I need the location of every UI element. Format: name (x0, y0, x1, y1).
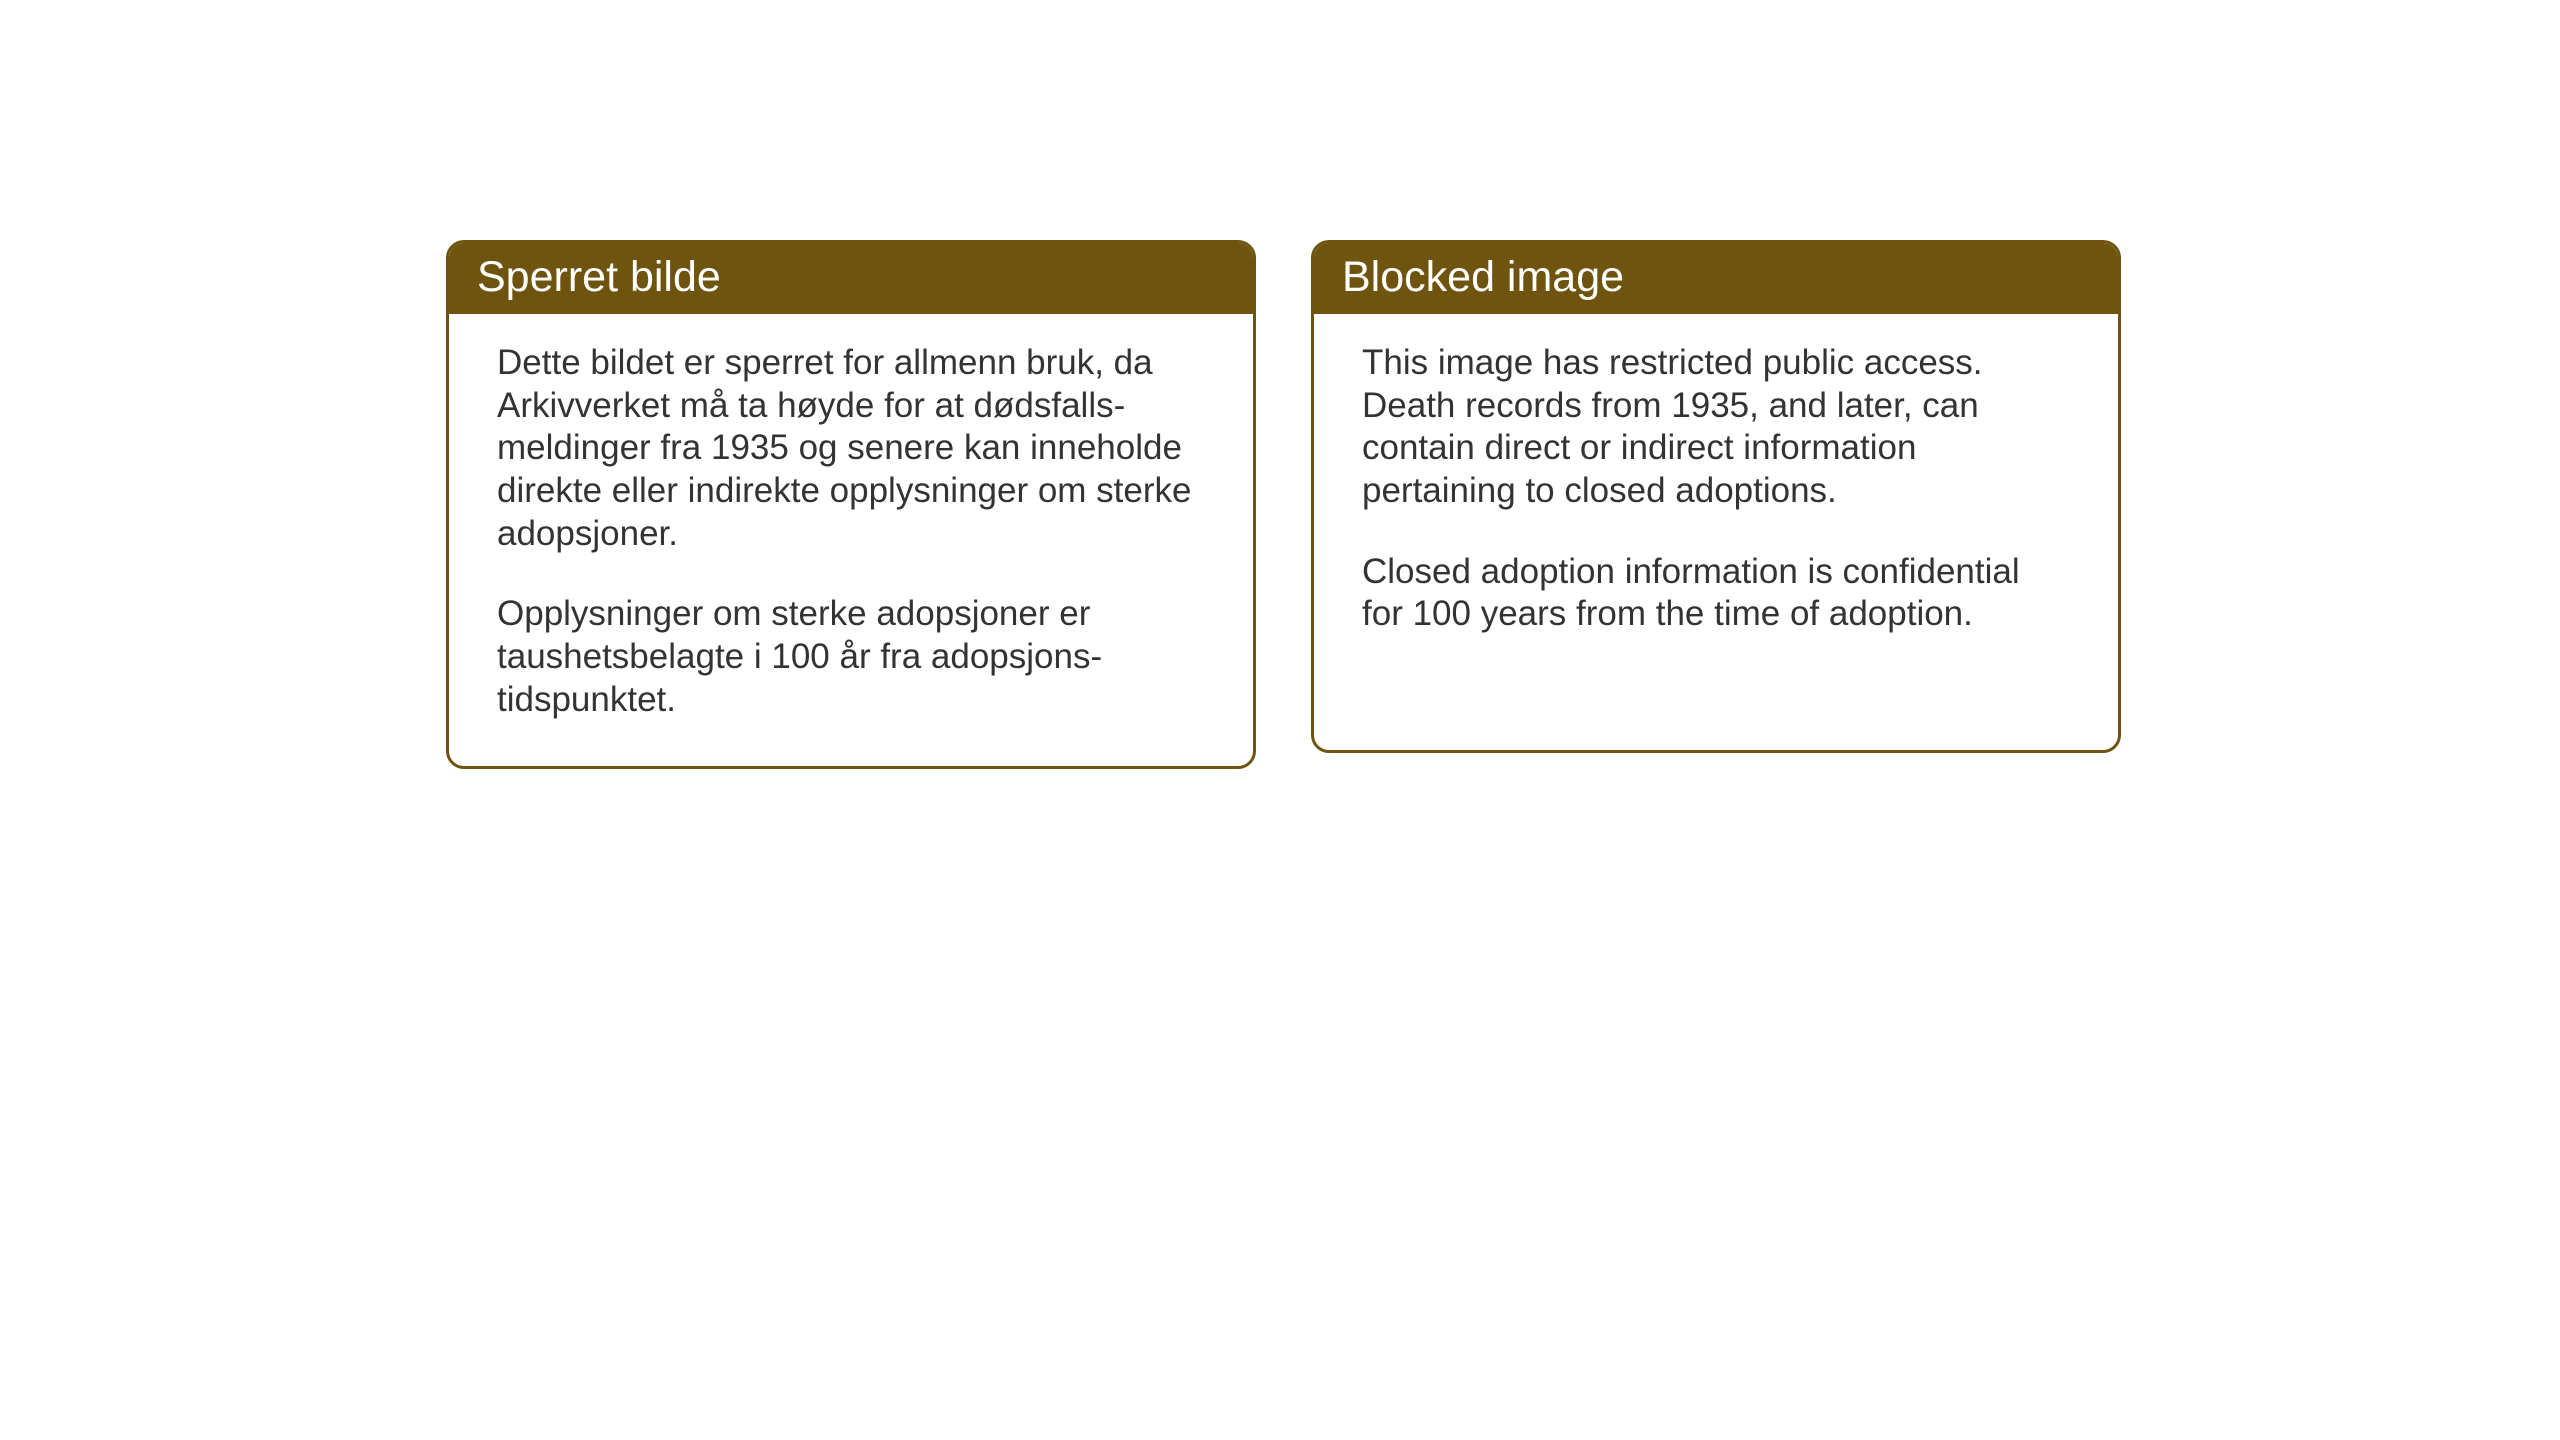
card-paragraph-2-norwegian: Opplysninger om sterke adopsjoner er tau… (497, 593, 1205, 721)
card-paragraph-1-norwegian: Dette bildet er sperret for allmenn bruk… (497, 342, 1205, 555)
card-body-english: This image has restricted public access.… (1314, 314, 2118, 680)
card-norwegian: Sperret bilde Dette bildet er sperret fo… (446, 240, 1256, 769)
card-header-norwegian: Sperret bilde (449, 243, 1253, 314)
card-paragraph-1-english: This image has restricted public access.… (1362, 342, 2070, 513)
card-body-norwegian: Dette bildet er sperret for allmenn bruk… (449, 314, 1253, 766)
cards-container: Sperret bilde Dette bildet er sperret fo… (446, 240, 2121, 769)
card-header-english: Blocked image (1314, 243, 2118, 314)
card-paragraph-2-english: Closed adoption information is confident… (1362, 551, 2070, 636)
card-title-english: Blocked image (1342, 253, 1624, 301)
card-title-norwegian: Sperret bilde (477, 253, 721, 301)
card-english: Blocked image This image has restricted … (1311, 240, 2121, 753)
